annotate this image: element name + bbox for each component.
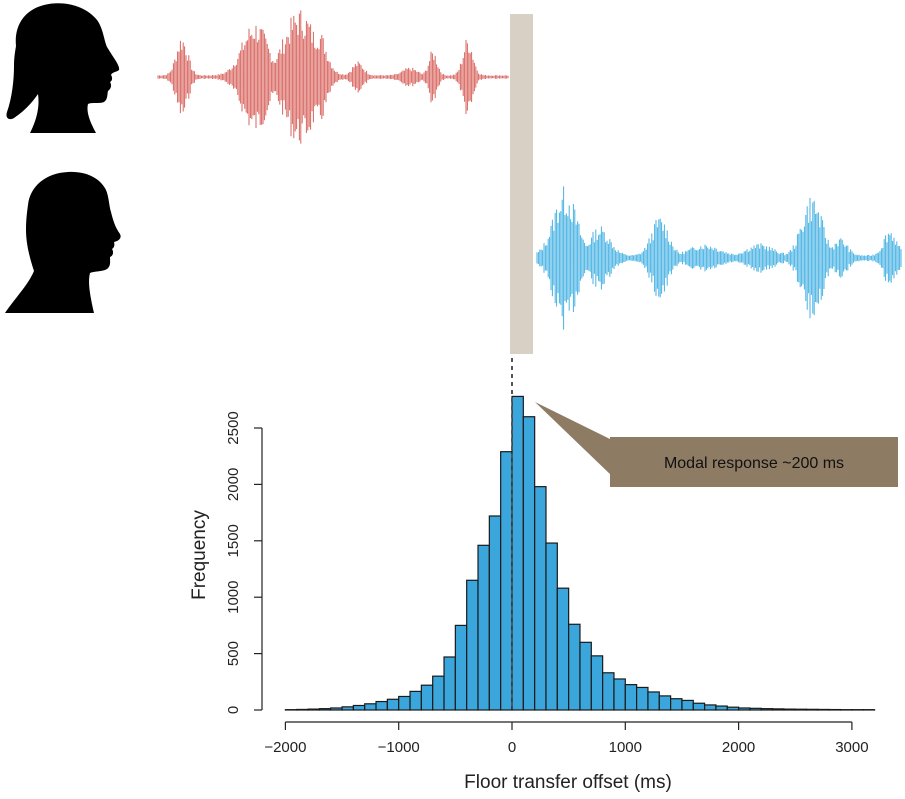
histogram-bar	[341, 706, 354, 711]
histogram-bar	[658, 695, 672, 711]
histogram-bar	[534, 486, 547, 711]
x-axis: −2000 −1000 0 1000 2000 3000	[264, 721, 869, 756]
waveform-trace	[157, 10, 509, 144]
histogram-bar	[454, 624, 468, 711]
histogram-bar	[726, 706, 740, 711]
histogram-bar	[364, 703, 377, 711]
histogram-bar	[420, 684, 434, 711]
histogram-bars	[284, 395, 876, 711]
histogram-bar	[375, 700, 388, 711]
histogram-bar	[681, 699, 694, 711]
x-tick-label: 2000	[722, 739, 755, 756]
histogram-bar	[704, 704, 717, 711]
y-tick-label: 1500	[225, 524, 242, 557]
callout-label: Modal response ~200 ms	[664, 455, 844, 472]
x-tick-label: 0	[508, 739, 516, 756]
histogram-bar	[352, 704, 366, 711]
histogram-bar	[318, 708, 332, 711]
histogram-bar	[386, 698, 400, 711]
histogram-bar	[307, 708, 320, 711]
histogram-bar	[760, 708, 774, 711]
histogram-bar	[715, 705, 728, 711]
histogram-bar	[805, 708, 819, 711]
y-tick-label: 500	[225, 641, 242, 666]
speaker-b-waveform	[536, 186, 902, 330]
histogram-bar	[500, 451, 513, 711]
histogram-bar	[511, 395, 524, 711]
histogram-bar	[737, 707, 751, 711]
histogram-bar	[522, 416, 536, 711]
speaker-a-waveform	[157, 10, 509, 144]
x-axis-title: Floor transfer offset (ms)	[464, 772, 672, 793]
histogram-bar	[749, 707, 762, 711]
histogram-bar	[488, 515, 502, 711]
histogram-bar	[330, 707, 343, 711]
callout-pointer	[535, 402, 612, 476]
y-axis: 0 500 1000 1500 2000 2500	[225, 411, 263, 714]
x-tick-label: 3000	[835, 739, 868, 756]
modal-response-callout: Modal response ~200 ms	[535, 402, 898, 487]
histogram-bar	[568, 623, 581, 711]
histogram-bar	[692, 702, 706, 711]
histogram-bar	[602, 672, 615, 711]
x-tick-label: −2000	[264, 739, 306, 756]
histogram-bar	[590, 655, 604, 711]
turn-gap-marker	[510, 14, 533, 354]
waveform-trace	[536, 186, 902, 330]
histogram-bar	[398, 695, 411, 711]
histogram-bar	[432, 675, 445, 711]
x-tick-label: 1000	[609, 739, 642, 756]
histogram-bar	[556, 587, 570, 711]
histogram-bar	[477, 544, 490, 711]
histogram-bar	[613, 678, 626, 711]
histogram-bar	[647, 691, 660, 711]
histogram-bar	[636, 686, 649, 711]
y-tick-label: 0	[225, 706, 242, 714]
histogram-bar	[794, 708, 808, 711]
y-axis-title: Frequency	[189, 510, 210, 600]
x-tick-label: −1000	[378, 739, 420, 756]
histogram-bar	[296, 708, 309, 711]
man-head-silhouette-icon	[5, 171, 121, 313]
y-tick-label: 2000	[225, 468, 242, 501]
histogram-bar	[817, 708, 830, 711]
histogram-bar	[783, 708, 796, 711]
histogram-bar	[466, 579, 479, 711]
histogram-bar	[443, 656, 456, 711]
woman-head-silhouette-icon	[6, 3, 120, 134]
histogram-bar	[579, 641, 592, 711]
histogram-bar	[409, 690, 422, 711]
histogram-bar	[624, 684, 638, 711]
callout-box	[610, 437, 898, 487]
histogram-bar	[670, 698, 683, 711]
histogram-bar	[545, 542, 558, 711]
histogram-bar	[771, 708, 785, 711]
y-tick-label: 2500	[225, 411, 242, 444]
y-tick-label: 1000	[225, 581, 242, 614]
